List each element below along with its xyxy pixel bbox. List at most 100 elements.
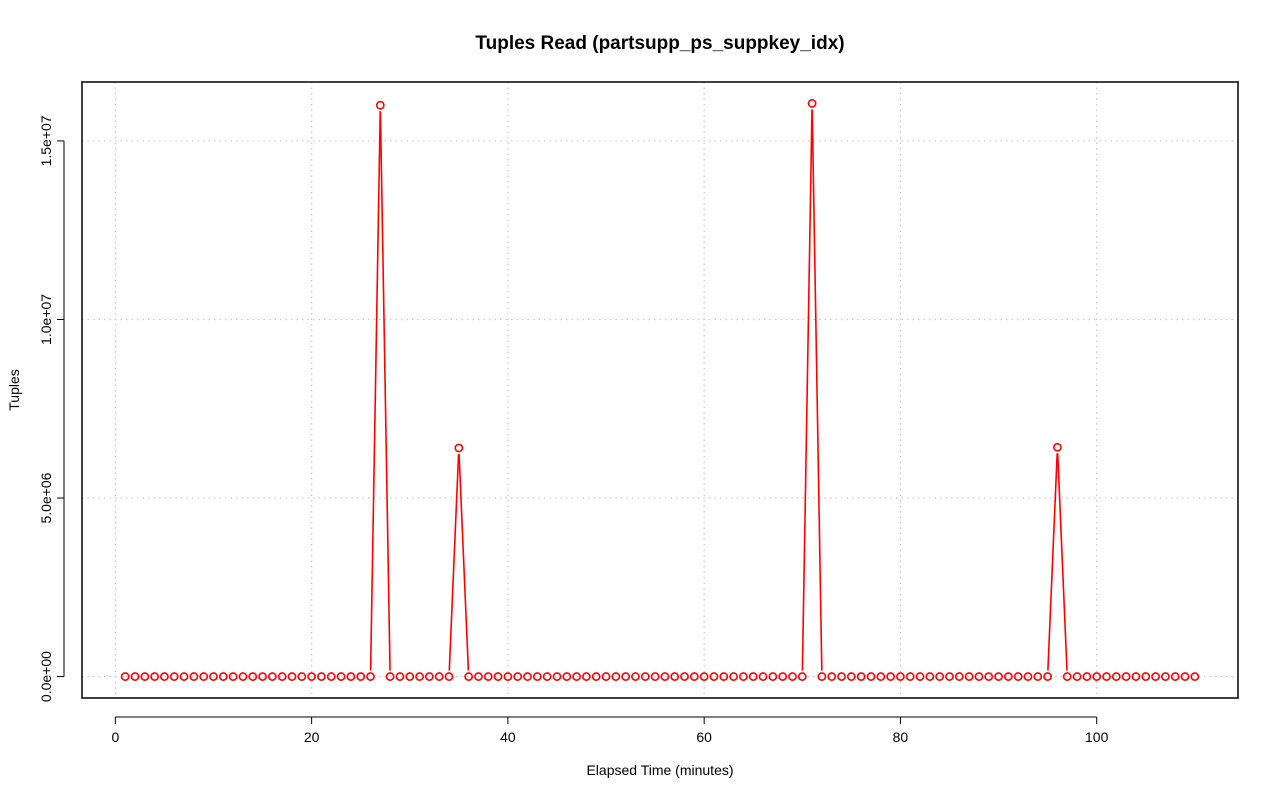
data-series bbox=[120, 99, 1200, 681]
chart-title: Tuples Read (partsupp_ps_suppkey_idx) bbox=[475, 33, 844, 54]
data-point bbox=[218, 672, 228, 681]
data-point bbox=[503, 672, 513, 681]
data-point bbox=[405, 672, 415, 681]
y-tick-label: 1.0e+07 bbox=[38, 294, 54, 345]
data-point bbox=[513, 672, 523, 681]
data-point bbox=[1053, 442, 1062, 452]
data-point bbox=[611, 672, 621, 681]
data-point bbox=[572, 672, 581, 681]
data-point bbox=[660, 672, 670, 681]
data-point bbox=[837, 672, 846, 681]
data-point bbox=[189, 672, 199, 681]
data-point bbox=[768, 672, 778, 681]
x-tick-label: 40 bbox=[500, 729, 516, 745]
data-point bbox=[1111, 672, 1121, 681]
data-point bbox=[160, 672, 169, 681]
y-axis-label: Tuples bbox=[6, 369, 22, 411]
data-point bbox=[346, 672, 356, 681]
data-point bbox=[532, 672, 542, 681]
data-point bbox=[385, 672, 395, 681]
data-point bbox=[1170, 672, 1180, 681]
data-point bbox=[621, 672, 631, 681]
data-point bbox=[1013, 672, 1023, 681]
series-segment bbox=[369, 111, 382, 671]
series-segment bbox=[458, 453, 470, 671]
data-point bbox=[1003, 672, 1013, 681]
data-point bbox=[758, 672, 768, 681]
data-point bbox=[817, 672, 827, 681]
series-segment bbox=[448, 453, 460, 671]
data-point bbox=[582, 672, 591, 681]
data-point bbox=[974, 672, 984, 681]
data-point bbox=[807, 99, 817, 108]
data-point bbox=[1131, 672, 1141, 681]
data-point bbox=[454, 443, 464, 453]
x-tick-label: 80 bbox=[893, 729, 909, 745]
series-segment bbox=[1056, 453, 1068, 671]
data-point bbox=[689, 672, 699, 681]
data-point bbox=[994, 672, 1003, 681]
x-tick-label: 20 bbox=[304, 729, 320, 745]
series-segment bbox=[379, 111, 391, 671]
data-point bbox=[150, 672, 160, 681]
data-point bbox=[896, 672, 905, 681]
data-point bbox=[523, 672, 532, 681]
data-point bbox=[1082, 672, 1092, 681]
data-point bbox=[375, 100, 385, 110]
data-point bbox=[415, 672, 424, 681]
data-point bbox=[631, 672, 640, 681]
data-point bbox=[483, 672, 493, 681]
data-point bbox=[140, 672, 150, 681]
data-point bbox=[287, 672, 297, 681]
series-segment bbox=[1047, 453, 1058, 671]
data-point bbox=[964, 672, 974, 681]
data-point bbox=[464, 672, 474, 681]
x-axis-label: Elapsed Time (minutes) bbox=[586, 762, 733, 778]
data-point bbox=[169, 672, 179, 681]
data-point bbox=[954, 672, 964, 681]
data-point bbox=[866, 672, 876, 681]
data-point bbox=[1141, 672, 1151, 681]
grid-lines bbox=[82, 82, 1238, 698]
data-point bbox=[209, 672, 218, 681]
data-point bbox=[1121, 672, 1131, 681]
data-point bbox=[552, 672, 562, 681]
data-point bbox=[925, 672, 935, 681]
data-point bbox=[788, 672, 797, 681]
data-point bbox=[542, 672, 552, 681]
data-point bbox=[856, 672, 866, 681]
data-point bbox=[1092, 672, 1102, 681]
data-point bbox=[130, 672, 140, 681]
data-point bbox=[336, 672, 346, 681]
data-point bbox=[945, 672, 954, 681]
data-point bbox=[886, 672, 896, 681]
series-segment bbox=[811, 109, 823, 671]
x-tick-label: 100 bbox=[1085, 729, 1109, 745]
data-point bbox=[1102, 672, 1111, 681]
data-point bbox=[1023, 672, 1033, 681]
data-point bbox=[1062, 672, 1072, 681]
data-point bbox=[709, 672, 719, 681]
data-point bbox=[591, 672, 601, 681]
data-point bbox=[680, 672, 689, 681]
data-point bbox=[748, 672, 758, 681]
data-point bbox=[1180, 672, 1190, 681]
data-point bbox=[366, 672, 375, 681]
data-point bbox=[1043, 672, 1053, 681]
data-point bbox=[326, 672, 336, 681]
data-point bbox=[424, 672, 434, 681]
data-point bbox=[1151, 672, 1160, 681]
data-point bbox=[444, 672, 454, 681]
data-point bbox=[434, 672, 444, 681]
data-point bbox=[797, 672, 807, 681]
data-point bbox=[827, 672, 837, 681]
data-point bbox=[297, 672, 307, 681]
data-point bbox=[120, 672, 130, 681]
data-point bbox=[984, 672, 994, 681]
plot-frame bbox=[81, 81, 1239, 699]
data-point bbox=[729, 672, 738, 681]
x-tick-label: 60 bbox=[696, 729, 712, 745]
data-point bbox=[935, 672, 945, 681]
data-point bbox=[258, 672, 267, 681]
